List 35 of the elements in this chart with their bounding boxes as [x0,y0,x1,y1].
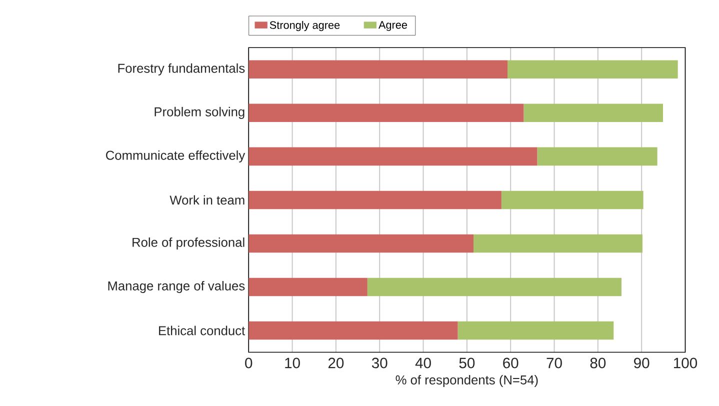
x-tick-label: 70 [546,358,562,368]
bar [524,104,663,122]
y-tick-label: Manage range of values [108,281,245,294]
x-tick-label: 80 [590,358,606,368]
bar [248,278,368,296]
bar [537,147,658,166]
x-tick-label: 90 [634,358,650,368]
y-tick-label: Ethical conduct [159,326,246,336]
bar [367,278,622,296]
legend-label: Agree [378,21,408,31]
legend-label: Strongly agree [270,21,340,32]
bar [473,234,642,253]
x-tick-label: 30 [372,358,388,368]
bar [248,104,524,122]
x-tick-label: 0 [245,358,252,368]
y-tick-label: Role of professional [132,238,244,250]
bar [501,190,644,210]
bar [248,60,508,79]
y-tick-label: Work in team [170,195,244,205]
y-tick-label: Communicate effectively [106,150,246,162]
x-axis-title: % of respondents (N=54) [396,375,538,388]
bar [508,60,678,79]
y-tick-label: Forestry fundamentals [118,63,245,76]
bar [248,190,502,210]
x-tick-label: 40 [415,358,431,368]
bar [458,321,614,340]
x-tick-label: 20 [328,358,344,368]
y-tick-label: Problem solving [154,106,244,119]
bar [248,147,538,166]
x-tick-label: 100 [674,358,698,368]
x-tick-label: 10 [285,358,300,368]
x-tick-label: 60 [503,358,518,368]
bar [248,234,474,253]
x-tick-label: 50 [459,358,475,368]
bar [248,321,458,340]
